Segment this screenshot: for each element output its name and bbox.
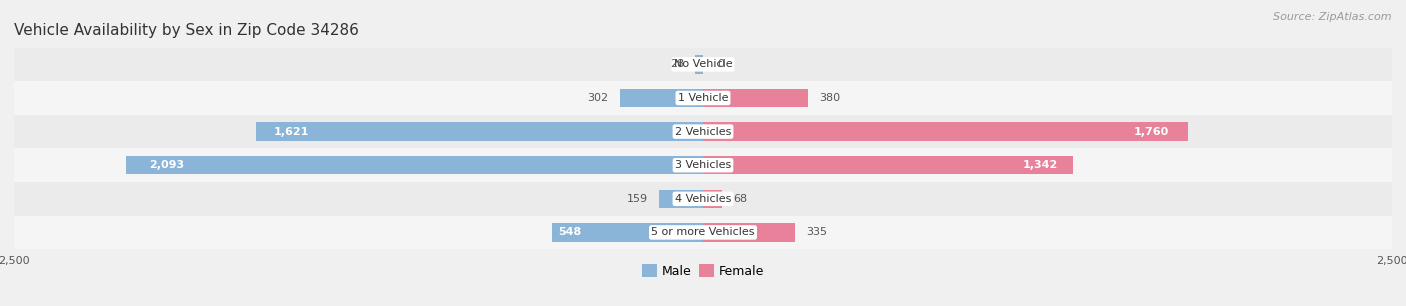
Text: 1 Vehicle: 1 Vehicle (678, 93, 728, 103)
Text: 335: 335 (807, 227, 827, 237)
Text: 548: 548 (558, 227, 581, 237)
Bar (127, 156, 703, 174)
Bar (703, 156, 1073, 174)
Text: No Vehicle: No Vehicle (673, 59, 733, 69)
Text: 5 or more Vehicles: 5 or more Vehicles (651, 227, 755, 237)
Bar (14, 148, 1392, 182)
Text: 302: 302 (588, 93, 609, 103)
Bar (703, 89, 807, 107)
Bar (703, 122, 1188, 141)
Text: 28: 28 (671, 59, 685, 69)
Bar (553, 223, 703, 242)
Legend: Male, Female: Male, Female (638, 260, 768, 282)
Text: 1,621: 1,621 (274, 127, 309, 136)
Text: 1,342: 1,342 (1022, 160, 1059, 170)
Text: 2 Vehicles: 2 Vehicles (675, 127, 731, 136)
Text: 3 Vehicles: 3 Vehicles (675, 160, 731, 170)
Text: 0: 0 (717, 59, 724, 69)
Bar (703, 223, 796, 242)
Text: Vehicle Availability by Sex in Zip Code 34286: Vehicle Availability by Sex in Zip Code … (14, 23, 359, 38)
Bar (659, 190, 703, 208)
Bar (14, 115, 1392, 148)
Bar (14, 216, 1392, 249)
Text: 2,093: 2,093 (149, 160, 184, 170)
Bar (256, 122, 703, 141)
Text: 68: 68 (733, 194, 747, 204)
Text: Source: ZipAtlas.com: Source: ZipAtlas.com (1274, 12, 1392, 22)
Bar (14, 47, 1392, 81)
Bar (703, 190, 721, 208)
Bar (696, 55, 703, 74)
Bar (14, 182, 1392, 216)
Bar (620, 89, 703, 107)
Text: 380: 380 (818, 93, 839, 103)
Bar (14, 81, 1392, 115)
Text: 1,760: 1,760 (1133, 127, 1168, 136)
Text: 4 Vehicles: 4 Vehicles (675, 194, 731, 204)
Text: 159: 159 (627, 194, 648, 204)
